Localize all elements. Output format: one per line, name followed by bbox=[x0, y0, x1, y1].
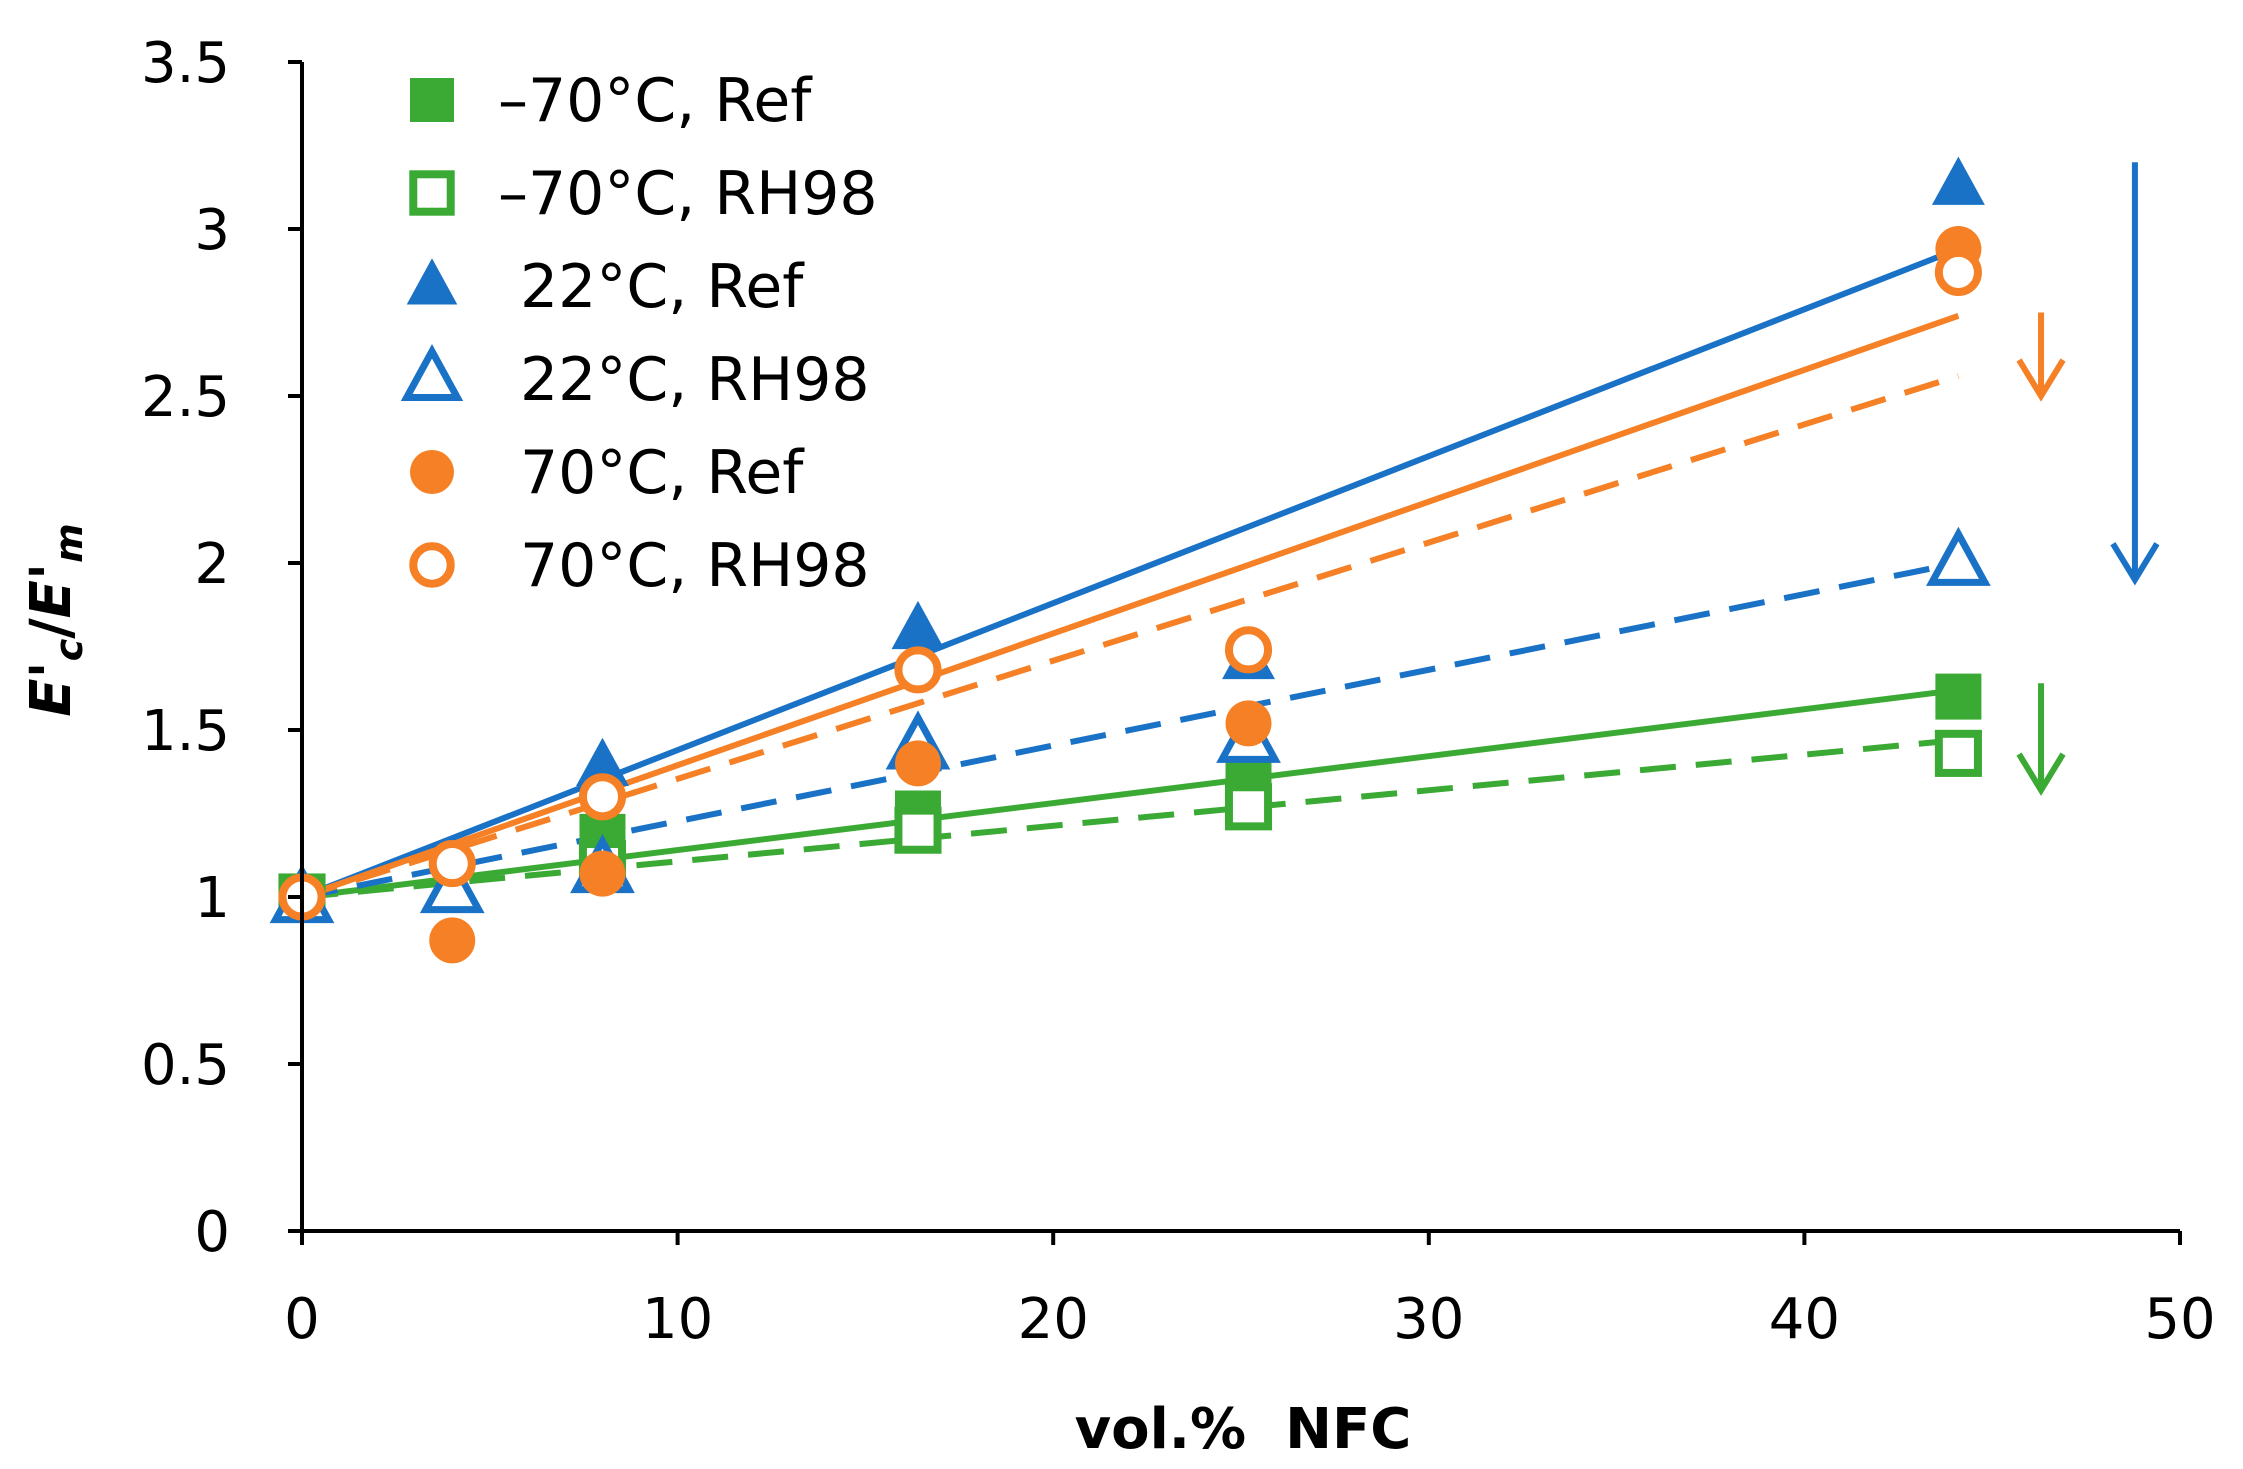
arrow-head-2 bbox=[2016, 752, 2066, 796]
legend-label-1: –70°C, RH98 bbox=[498, 159, 878, 229]
data-point-s4-3 bbox=[894, 740, 941, 787]
legend-label-0: –70°C, Ref bbox=[498, 66, 813, 136]
data-point-s5-1 bbox=[428, 840, 476, 888]
data-point-s2-1 bbox=[576, 737, 629, 787]
data-markers bbox=[269, 156, 1991, 964]
y-tick-label: 3.5 bbox=[141, 31, 230, 96]
data-point-s5-5 bbox=[1934, 248, 1982, 296]
legend-label-2: 22°C, Ref bbox=[520, 252, 805, 322]
legend-label-5: 70°C, RH98 bbox=[520, 531, 870, 601]
axes: 0 0.5 1 1.5 2 2.5 3 3.5 0 10 20 30 40 50 bbox=[141, 31, 2216, 1352]
legend-marker-4 bbox=[410, 450, 454, 494]
change-arrows bbox=[2016, 162, 2160, 796]
data-point-s3-5 bbox=[1926, 526, 1991, 586]
data-point-s5-2 bbox=[578, 773, 627, 821]
arrow-head-0 bbox=[2110, 542, 2160, 586]
legend-marker-1 bbox=[409, 170, 455, 216]
fit-lines bbox=[300, 246, 1960, 900]
x-tick-label: 20 bbox=[1018, 1287, 1089, 1352]
data-point-s4-1 bbox=[429, 917, 476, 964]
x-tick-label: 50 bbox=[2144, 1287, 2215, 1352]
data-point-s1-3 bbox=[1224, 783, 1273, 831]
legend-marker-5 bbox=[409, 542, 455, 588]
x-tick-label: 0 bbox=[284, 1287, 320, 1352]
data-point-s4-4 bbox=[1225, 700, 1272, 747]
y-tick-label: 0.5 bbox=[141, 1033, 230, 1098]
fit-line-2 bbox=[300, 246, 1960, 900]
fit-line-5 bbox=[301, 373, 1960, 900]
fit-line-0 bbox=[301, 686, 1959, 900]
legend-label-4: 70°C, Ref bbox=[520, 438, 805, 508]
data-point-s0-4 bbox=[1935, 673, 1982, 720]
legend-marker-0 bbox=[410, 78, 454, 122]
data-point-s5-4 bbox=[1224, 626, 1273, 674]
data-point-s4-2 bbox=[579, 850, 626, 897]
data-point-s1-4 bbox=[1934, 729, 1982, 777]
data-point-s5-3 bbox=[894, 646, 942, 694]
fit-line-1 bbox=[301, 737, 1959, 900]
legend: –70°C, Ref –70°C, RH98 22°C, Ref 22°C, RH98… bbox=[400, 66, 878, 601]
data-point-s1-2 bbox=[894, 806, 942, 854]
x-tick-label: 30 bbox=[1393, 1287, 1464, 1352]
y-axis-title: E'c/E'm bbox=[19, 523, 91, 716]
y-tick-label: 1.5 bbox=[141, 699, 230, 764]
y-tick-label: 0 bbox=[194, 1200, 230, 1265]
fit-line-3 bbox=[301, 560, 1959, 900]
y-tick-label: 2 bbox=[194, 532, 230, 597]
legend-marker-2 bbox=[406, 258, 458, 305]
x-tick-label: 40 bbox=[1769, 1287, 1840, 1352]
y-tick-label: 3 bbox=[194, 198, 230, 263]
data-point-s2-2 bbox=[891, 600, 945, 650]
y-tick-label: 1 bbox=[194, 866, 230, 931]
legend-marker-3 bbox=[400, 343, 464, 401]
fit-line-4 bbox=[301, 313, 1960, 900]
legend-label-3: 22°C, RH98 bbox=[520, 345, 870, 415]
data-point-s2-4 bbox=[1931, 156, 1985, 205]
arrow-head-1 bbox=[2016, 358, 2066, 402]
y-tick-label: 2.5 bbox=[141, 365, 230, 430]
x-tick-label: 10 bbox=[642, 1287, 713, 1352]
x-axis-title: vol.% NFC bbox=[1075, 1397, 1412, 1462]
